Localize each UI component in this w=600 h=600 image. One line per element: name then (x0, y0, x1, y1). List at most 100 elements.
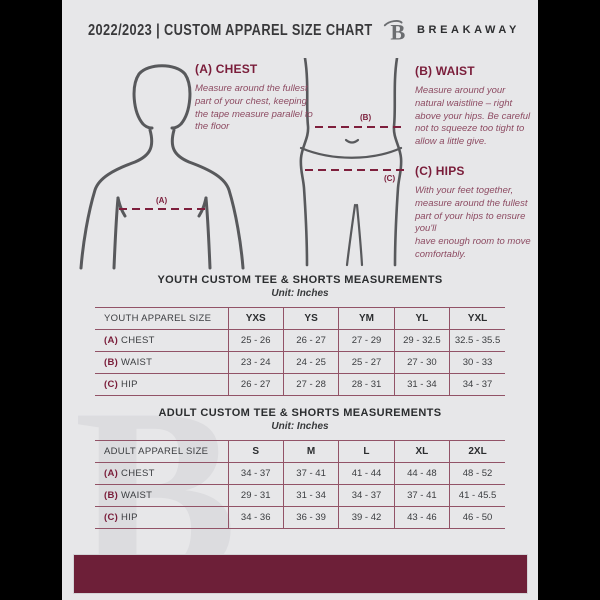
size-value: 24 - 25 (282, 351, 339, 374)
row-label: (C) HIP (95, 506, 228, 529)
adult-header-row: ADULT APPAREL SIZE S M L XL 2XL (95, 440, 505, 463)
size-value: 28 - 31 (338, 373, 395, 396)
row-label-text: CHEST (121, 468, 155, 479)
hips-dashed-line (305, 169, 407, 172)
size-col-header: YS (282, 307, 339, 330)
size-col-header: M (282, 440, 339, 463)
size-value: 25 - 27 (338, 351, 395, 374)
lower-body-figure (292, 58, 410, 268)
row-label: (B) WAIST (95, 351, 228, 374)
youth-header-row: YOUTH APPAREL SIZE YXS YS YM YL YXL (95, 307, 505, 330)
size-col-header: 2XL (449, 440, 505, 463)
size-value: 36 - 39 (282, 506, 339, 529)
chest-guide: (A) CHEST Measure around the fullest par… (195, 62, 313, 134)
size-value: 34 - 37 (227, 462, 284, 485)
table-row: (A) CHEST 25 - 26 26 - 27 27 - 29 29 - 3… (95, 329, 505, 352)
brand-logo: B BREAKAWAY (382, 16, 520, 44)
size-value: 41 - 44 (338, 462, 395, 485)
row-label: (A) CHEST (95, 462, 228, 485)
adult-size-table: ADULT APPAREL SIZE S M L XL 2XL (A) CHES… (95, 440, 505, 529)
size-value: 31 - 34 (393, 373, 450, 396)
waist-marker-label: (B) (360, 113, 372, 122)
row-label-text: WAIST (121, 357, 153, 368)
row-label-text: HIP (121, 512, 138, 523)
row-label-text: CHEST (121, 335, 155, 346)
row-marker: (B) (104, 490, 119, 501)
chest-marker-label: (A) (156, 196, 168, 205)
size-value: 25 - 26 (227, 329, 284, 352)
size-value: 34 - 37 (338, 484, 395, 507)
size-col-header: YXS (227, 307, 284, 330)
size-value: 23 - 24 (227, 351, 284, 374)
size-value: 27 - 28 (282, 373, 339, 396)
hips-guide-text: With your feet together, measure around … (415, 185, 531, 261)
size-value: 37 - 41 (282, 462, 339, 485)
chest-dashed-line (119, 208, 205, 211)
row-marker: (A) (104, 468, 119, 479)
adult-table-unit: Unit: Inches (271, 421, 329, 432)
size-value: 31 - 34 (282, 484, 339, 507)
youth-header-label: YOUTH APPAREL SIZE (95, 307, 228, 330)
row-label: (B) WAIST (95, 484, 228, 507)
chest-guide-text: Measure around the fullest part of your … (195, 83, 313, 133)
size-col-header: YL (393, 307, 450, 330)
size-col-header: S (227, 440, 284, 463)
size-value: 34 - 37 (449, 373, 505, 396)
size-value: 46 - 50 (449, 506, 505, 529)
brand-name: BREAKAWAY (417, 24, 520, 36)
table-row: (B) WAIST 23 - 24 24 - 25 25 - 27 27 - 3… (95, 351, 505, 374)
size-col-header: L (338, 440, 395, 463)
size-value: 32.5 - 35.5 (449, 329, 505, 352)
size-col-header: XL (393, 440, 450, 463)
size-value: 29 - 32.5 (393, 329, 450, 352)
row-marker: (A) (104, 335, 119, 346)
youth-table-title: YOUTH CUSTOM TEE & SHORTS MEASUREMENTS (157, 274, 443, 286)
adult-table-title: ADULT CUSTOM TEE & SHORTS MEASUREMENTS (158, 407, 442, 419)
youth-size-table: YOUTH APPAREL SIZE YXS YS YM YL YXL (A) … (95, 307, 505, 396)
size-value: 26 - 27 (227, 373, 284, 396)
upper-body-figure (75, 58, 245, 270)
table-row: (A) CHEST 34 - 37 37 - 41 41 - 44 44 - 4… (95, 462, 505, 485)
row-label: (A) CHEST (95, 329, 228, 352)
hips-marker-label: (C) (384, 174, 396, 183)
row-marker: (B) (104, 357, 119, 368)
chest-guide-heading: (A) CHEST (195, 62, 258, 76)
table-row: (C) HIP 26 - 27 27 - 28 28 - 31 31 - 34 … (95, 373, 505, 396)
size-value: 27 - 30 (393, 351, 450, 374)
size-value: 43 - 46 (393, 506, 450, 529)
hips-guide-heading: (C) HIPS (415, 164, 465, 178)
waist-guide-heading: (B) WAIST (415, 64, 475, 78)
size-value: 29 - 31 (227, 484, 284, 507)
row-marker: (C) (104, 379, 119, 390)
size-col-header: YXL (449, 307, 505, 330)
row-label-text: HIP (121, 379, 138, 390)
youth-table-unit: Unit: Inches (271, 288, 329, 299)
size-value: 34 - 36 (227, 506, 284, 529)
table-row: (B) WAIST 29 - 31 31 - 34 34 - 37 37 - 4… (95, 484, 505, 507)
upper-body-outline-icon (79, 64, 245, 270)
breakaway-b-icon: B (383, 19, 405, 44)
size-value: 41 - 45.5 (449, 484, 505, 507)
size-value: 44 - 48 (393, 462, 450, 485)
row-label: (C) HIP (95, 373, 228, 396)
hips-guide: (C) HIPS With your feet together, measur… (415, 164, 533, 262)
svg-text:B: B (390, 19, 405, 44)
waist-dashed-line (315, 126, 402, 129)
page-title: 2022/2023 | CUSTOM APPAREL SIZE CHART (88, 22, 373, 39)
lower-body-outline-icon (299, 58, 403, 267)
waist-guide-text: Measure around your natural waistline – … (415, 85, 531, 148)
size-value: 27 - 29 (338, 329, 395, 352)
size-value: 26 - 27 (282, 329, 339, 352)
size-col-header: YM (338, 307, 395, 330)
table-row: (C) HIP 34 - 36 36 - 39 39 - 42 43 - 46 … (95, 506, 505, 529)
waist-guide: (B) WAIST Measure around your natural wa… (415, 64, 533, 149)
row-label-text: WAIST (121, 490, 153, 501)
size-value: 30 - 33 (449, 351, 505, 374)
row-marker: (C) (104, 512, 119, 523)
size-value: 39 - 42 (338, 506, 395, 529)
size-value: 48 - 52 (449, 462, 505, 485)
footer-accent-bar (73, 554, 528, 594)
adult-header-label: ADULT APPAREL SIZE (95, 440, 228, 463)
size-value: 37 - 41 (393, 484, 450, 507)
